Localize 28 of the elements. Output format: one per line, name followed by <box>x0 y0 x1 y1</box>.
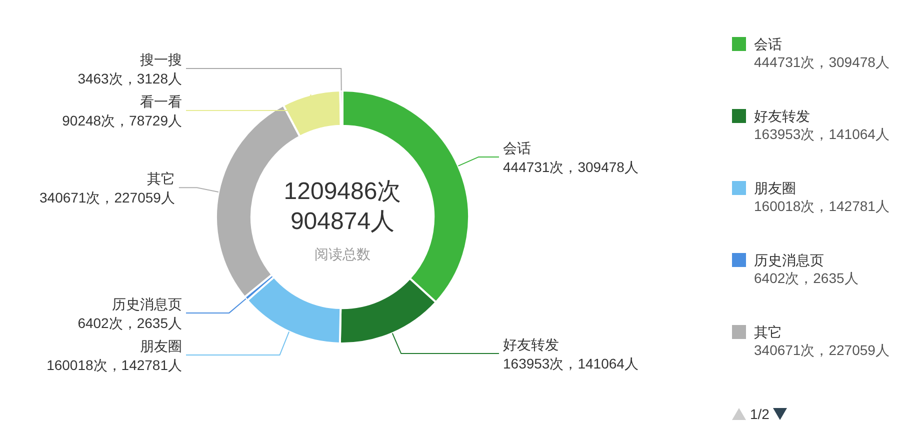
data-label: 444731次，309478人 <box>503 159 638 176</box>
text: 1/2 <box>750 406 770 422</box>
data-label: 160018次，142781人 <box>46 356 182 373</box>
data-label: 163953次，141064人 <box>503 355 638 372</box>
text: 6402次，2635人 <box>754 270 858 286</box>
slice-label: 历史消息页 <box>112 296 182 312</box>
legend-label: 其它 <box>753 324 783 342</box>
data-label: 3463次，3128人 <box>78 70 182 87</box>
slice-label: 好友转发 <box>503 336 559 352</box>
slice-label: 朋友圈 <box>140 338 182 354</box>
data-label: 340671次，227059人 <box>39 190 175 206</box>
text: 阅读总数 <box>314 246 370 262</box>
text: 444731次，309478人 <box>754 54 890 70</box>
data-label: 90248次，78729人 <box>62 112 182 129</box>
text: 160018次，142781人 <box>754 198 890 214</box>
slice-label: 看一看 <box>140 94 182 110</box>
text: 163953次，141064人 <box>754 126 890 142</box>
legend-label: 会话 <box>753 36 783 54</box>
legend-label: 朋友圈 <box>753 180 797 198</box>
slice-label: 其它 <box>146 170 175 187</box>
text: 904874人 <box>290 208 395 235</box>
text: 1209486次 <box>284 178 402 205</box>
slice-label: 会话 <box>503 140 531 156</box>
data-label: 6402次，2635人 <box>78 314 182 331</box>
text: 340671次，227059人 <box>754 342 890 358</box>
legend-label: 历史消息页 <box>753 252 825 270</box>
slice-label: 搜一搜 <box>140 52 182 68</box>
legend-label: 好友转发 <box>753 108 811 126</box>
